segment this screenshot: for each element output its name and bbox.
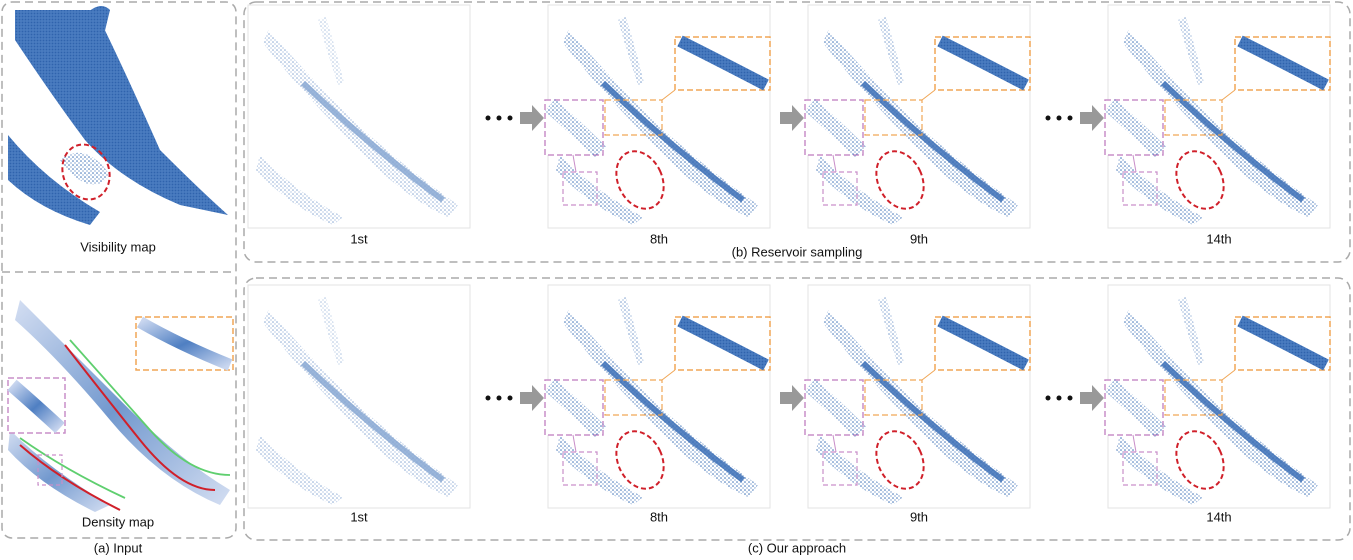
density-map [7,285,234,515]
frame-label: 14th [1206,231,1231,246]
frame-label: 14th [1206,509,1231,524]
reservoir-box [243,1,1351,263]
density-label: Density map [82,514,154,529]
visibility-label: Visibility map [80,239,156,254]
frame-label: 9th [910,231,928,246]
frame-label: 9th [910,509,928,524]
reservoir-caption: (b) Reservoir sampling [732,244,863,259]
frame-label: 1st [350,509,368,524]
frame-label: 8th [650,231,668,246]
ours-box [243,277,1351,541]
arrows [520,105,1104,411]
ours-caption: (c) Our approach [748,540,846,555]
visibility-map [8,5,232,230]
ellipsis [485,115,1073,401]
frame-label: 1st [350,231,368,246]
input-box [1,1,237,539]
ours-frames [247,284,1330,509]
reservoir-frames [247,4,1330,229]
input-caption: (a) Input [94,540,143,555]
frame-label: 8th [650,509,668,524]
